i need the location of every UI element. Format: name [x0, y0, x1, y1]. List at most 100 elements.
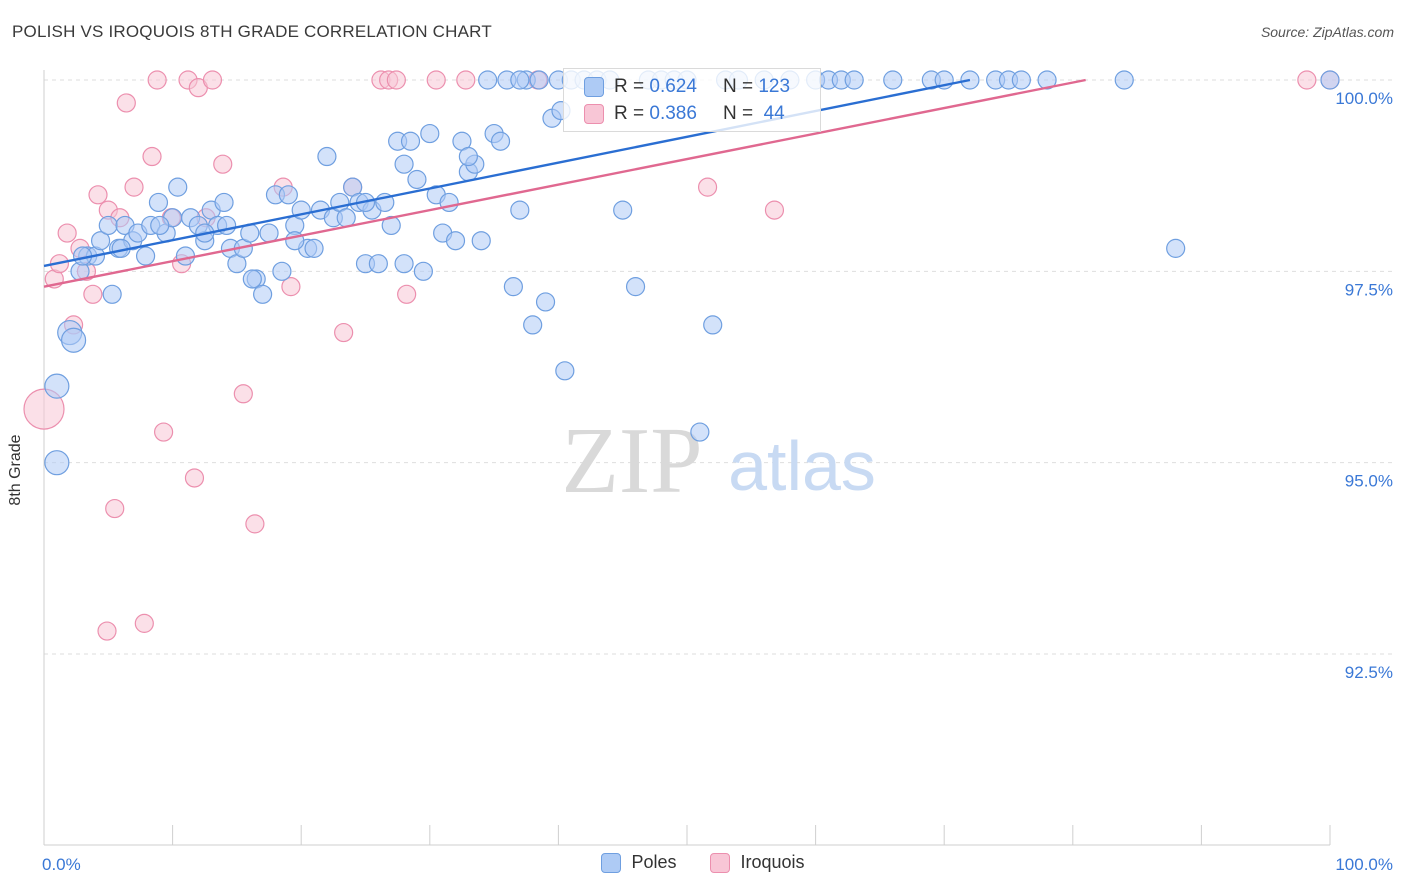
data-point — [272, 261, 292, 281]
data-point — [242, 269, 262, 289]
data-point — [523, 315, 543, 335]
poles-n-label: N = — [722, 76, 754, 97]
data-point — [175, 246, 196, 266]
data-point — [253, 284, 273, 304]
data-point — [394, 154, 414, 174]
watermark: ZIP atlas — [562, 409, 876, 513]
poles-r-label: R = — [614, 76, 645, 97]
data-point — [394, 254, 414, 274]
data-point — [613, 200, 633, 220]
stats-legend: R = 0.624 N = 123 R = 0.386 N = 44 — [563, 68, 821, 132]
trend-line-iroquois — [43, 78, 1086, 288]
data-point — [368, 254, 388, 274]
data-point — [168, 177, 188, 197]
data-point — [529, 70, 549, 90]
data-point — [703, 315, 723, 335]
series-legend: Poles Iroquois — [0, 852, 1406, 873]
grid-lines — [44, 79, 1392, 655]
data-point — [1114, 70, 1134, 90]
x-tick-label-end: 100.0% — [1335, 855, 1393, 874]
data-point — [304, 238, 324, 258]
data-point — [148, 192, 169, 213]
legend-poles-label: Poles — [631, 852, 677, 872]
data-point — [426, 70, 446, 90]
data-point — [259, 223, 279, 243]
y-tick-label: 92.5% — [1345, 663, 1393, 682]
data-point — [105, 498, 125, 519]
x-tick-label-start: 0.0% — [42, 855, 81, 874]
data-point — [134, 613, 154, 633]
data-point — [764, 200, 785, 220]
data-point — [57, 223, 77, 243]
data-point — [445, 231, 466, 251]
data-point — [503, 277, 523, 297]
data-point — [413, 261, 433, 281]
data-point — [23, 388, 65, 430]
iroquois-n-label: N = — [722, 103, 754, 124]
data-point — [334, 322, 354, 343]
legend-item-iroquois[interactable]: Iroquois — [710, 852, 805, 873]
data-point — [90, 231, 111, 251]
poles-r-value: 0.624 — [649, 76, 697, 97]
stats-row-iroquois: R = 0.386 N = 44 — [584, 101, 785, 127]
axes — [43, 70, 1331, 846]
data-point — [386, 70, 406, 90]
data-point — [439, 192, 459, 213]
data-point — [142, 146, 162, 167]
data-point — [397, 284, 417, 304]
chart-source: Source: ZipAtlas.com — [1260, 24, 1394, 40]
data-point — [336, 208, 356, 228]
data-point — [510, 70, 530, 90]
data-point — [407, 169, 427, 190]
data-point — [458, 146, 478, 167]
data-point — [1320, 70, 1340, 90]
data-point — [153, 422, 174, 442]
iroquois-r-value: 0.386 — [649, 103, 697, 124]
data-point — [278, 185, 298, 205]
data-point — [697, 177, 718, 197]
data-point — [44, 450, 70, 476]
iroquois-swatch — [584, 104, 604, 124]
data-point — [116, 93, 136, 113]
stats-row-poles: R = 0.624 N = 123 — [584, 74, 790, 100]
legend-iroquois-swatch — [710, 852, 731, 873]
data-point — [214, 192, 234, 213]
data-point — [317, 146, 337, 167]
data-point — [490, 131, 511, 151]
data-point — [510, 200, 530, 220]
data-point — [184, 468, 205, 488]
data-point — [535, 292, 556, 312]
data-point — [102, 284, 122, 304]
data-point — [285, 231, 305, 251]
y-tick-label: 100.0% — [1335, 89, 1393, 108]
chart-title: POLISH VS IROQUOIS 8TH GRADE CORRELATION… — [12, 22, 492, 41]
data-point — [83, 284, 103, 304]
legend-item-poles[interactable]: Poles — [601, 852, 676, 873]
data-point — [555, 361, 575, 381]
trend-line-poles — [43, 78, 971, 268]
y-tick-label: 95.0% — [1345, 472, 1393, 491]
iroquois-points — [23, 70, 1340, 641]
data-point — [471, 231, 491, 251]
data-point — [1011, 70, 1031, 90]
data-point — [625, 277, 646, 297]
data-point — [1166, 238, 1186, 258]
data-point — [44, 373, 70, 399]
watermark-zip: ZIP — [562, 409, 703, 513]
iroquois-r-label: R = — [614, 103, 645, 124]
data-point — [135, 246, 156, 266]
data-point — [381, 215, 401, 236]
data-point — [844, 70, 864, 90]
legend-poles-swatch — [601, 852, 622, 873]
data-point — [245, 514, 265, 534]
data-point — [213, 154, 233, 174]
data-point — [124, 177, 144, 197]
y-tick-label: 97.5% — [1345, 280, 1393, 299]
data-point — [400, 131, 421, 151]
poles-swatch — [584, 77, 604, 97]
data-point — [420, 123, 440, 144]
data-point — [883, 70, 903, 90]
tick-labels: 92.5% 95.0% 97.5% 100.0% 0.0% 100.0% — [42, 89, 1393, 874]
data-point — [478, 70, 498, 90]
